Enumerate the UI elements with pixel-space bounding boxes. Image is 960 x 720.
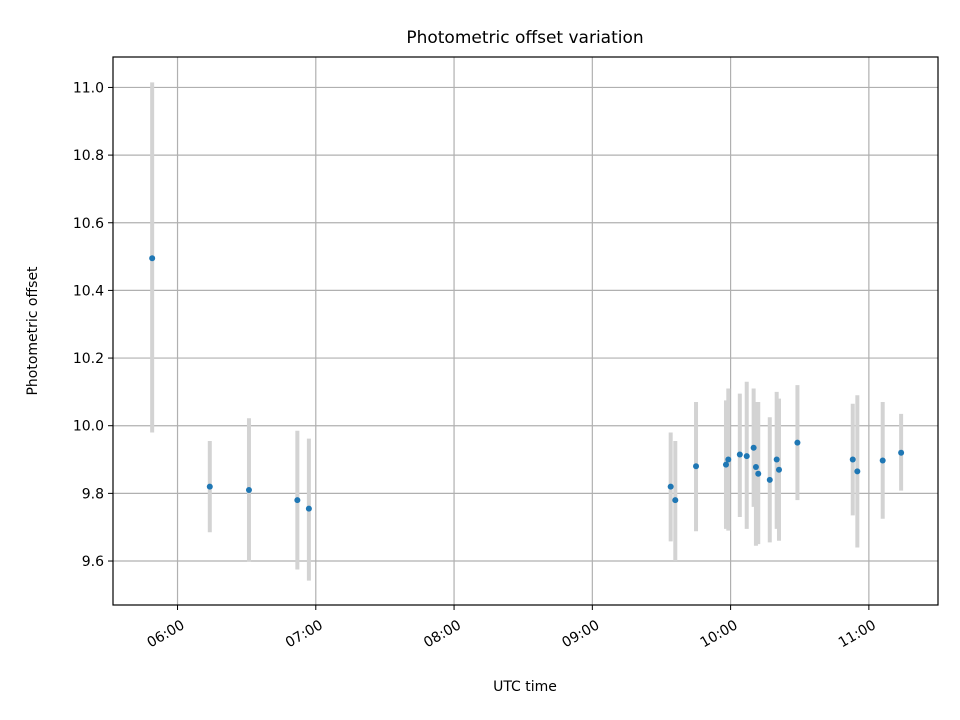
- y-tick-label: 11.0: [73, 80, 104, 96]
- data-point: [206, 483, 213, 490]
- data-point: [879, 457, 886, 464]
- data-point: [294, 497, 301, 504]
- chart-title: Photometric offset variation: [406, 28, 643, 48]
- data-point: [849, 456, 856, 463]
- data-point: [722, 461, 729, 468]
- data-point: [667, 483, 674, 490]
- data-point: [794, 439, 801, 446]
- data-point: [743, 453, 750, 460]
- y-tick-label: 10.8: [73, 148, 104, 164]
- data-point: [773, 456, 780, 463]
- data-point: [854, 468, 861, 475]
- y-tick-label: 10.0: [73, 419, 104, 435]
- y-tick-label: 10.4: [73, 283, 104, 299]
- plot-background: [113, 57, 938, 605]
- data-point: [752, 463, 759, 470]
- data-point: [775, 466, 782, 473]
- data-point: [898, 449, 905, 456]
- data-point: [750, 444, 757, 451]
- plot-frame: [112, 56, 939, 606]
- data-point: [672, 497, 679, 504]
- y-tick-label: 9.6: [82, 554, 104, 570]
- data-point: [245, 486, 252, 493]
- y-axis-label: Photometric offset: [25, 266, 41, 396]
- y-tick-label: 10.6: [73, 216, 104, 232]
- data-point: [305, 505, 312, 512]
- y-tick-label: 9.8: [82, 486, 104, 502]
- x-axis-label: UTC time: [493, 679, 557, 695]
- data-point: [149, 255, 156, 262]
- data-points: [149, 255, 905, 512]
- data-point: [693, 463, 700, 470]
- data-point: [736, 451, 743, 458]
- data-point: [766, 476, 773, 483]
- data-point: [725, 456, 732, 463]
- y-tick-label: 10.2: [73, 351, 104, 367]
- data-point: [755, 470, 762, 477]
